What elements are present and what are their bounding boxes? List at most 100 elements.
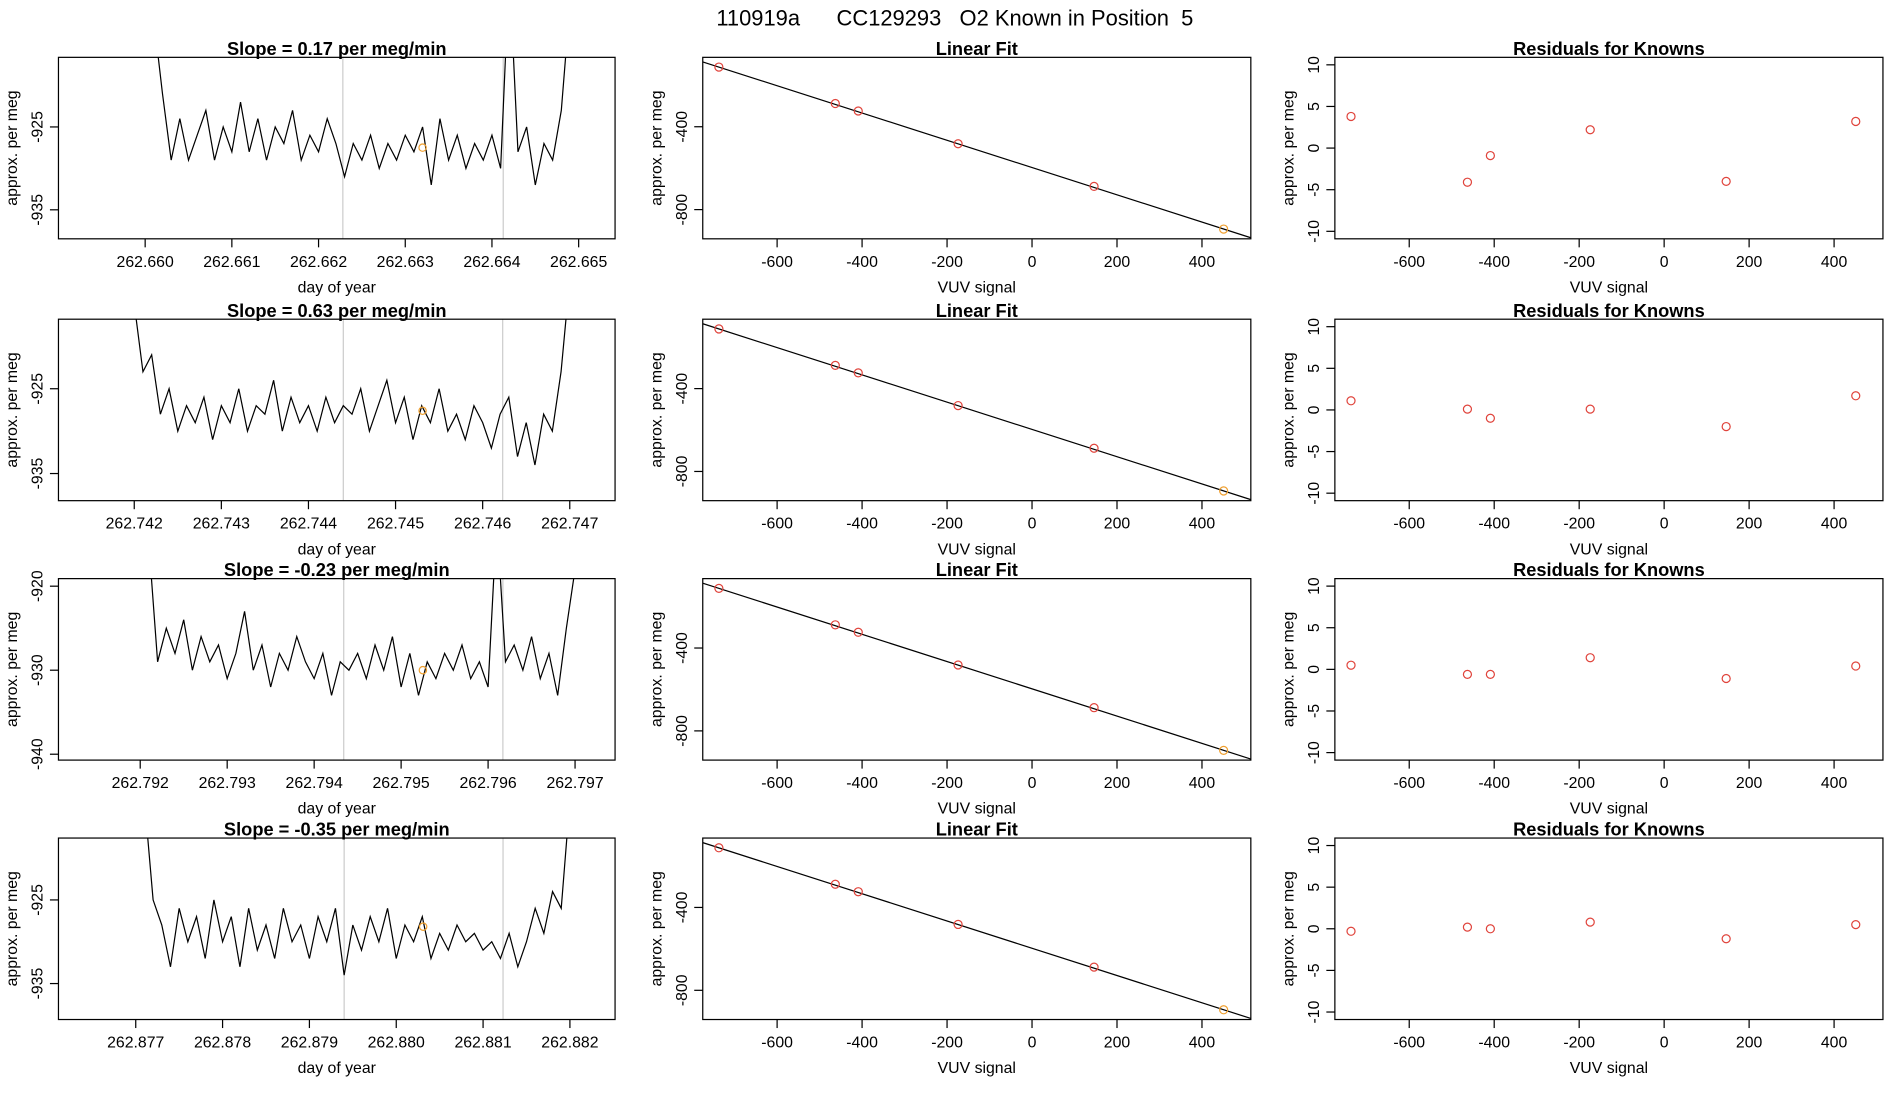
plot-frame — [702, 578, 1252, 761]
data-point — [1851, 919, 1861, 930]
y-tick-label: -800 — [674, 715, 691, 747]
x-axis-label: VUV signal — [938, 541, 1016, 558]
y-tick-label: -925 — [30, 111, 47, 143]
y-tick-label: 5 — [1306, 623, 1323, 632]
x-axis-label: day of year — [298, 279, 377, 296]
x-tick-label: 262.879 — [281, 1035, 338, 1052]
data-point — [1585, 125, 1595, 135]
plot-area — [150, 578, 575, 761]
x-tick-label: 262.745 — [367, 516, 424, 533]
x-axis-label: day of year — [298, 541, 377, 558]
panel-title: Linear Fit — [936, 300, 1018, 321]
x-tick-label: -200 — [1563, 516, 1595, 533]
x-tick-label: 262.877 — [107, 1035, 164, 1052]
x-axis-label: VUV signal — [1570, 801, 1648, 818]
data-point — [1462, 404, 1473, 414]
y-tick-label: 0 — [1306, 924, 1323, 933]
x-tick-label: 262.882 — [541, 1035, 598, 1052]
x-tick-label: 262.796 — [459, 775, 516, 792]
data-point — [830, 879, 840, 889]
data-point — [1219, 224, 1229, 234]
data-point — [853, 368, 863, 378]
data-point — [1219, 745, 1229, 755]
data-point — [1346, 926, 1356, 936]
y-tick-label: -935 — [30, 194, 47, 226]
data-point — [853, 887, 863, 897]
plot-frame — [57, 837, 616, 1021]
x-tick-label: 262.746 — [454, 516, 511, 533]
x-tick-label: 262.881 — [454, 1035, 511, 1052]
y-axis-label: approx. per meg — [4, 90, 21, 205]
x-tick-label: 262.792 — [112, 775, 169, 792]
data-point — [830, 620, 840, 630]
x-tick-label: -400 — [846, 1035, 878, 1052]
plot-area — [702, 323, 1251, 501]
data-point — [714, 324, 724, 334]
data-point — [1462, 669, 1473, 679]
y-axis-label: approx. per meg — [648, 352, 665, 467]
x-axis-label: VUV signal — [1570, 1060, 1648, 1077]
data-point — [1346, 111, 1356, 122]
y-tick-label: -10 — [1306, 741, 1323, 764]
x-tick-label: 0 — [1660, 516, 1669, 533]
x-tick-label: 262.747 — [541, 516, 598, 533]
data-point — [1721, 934, 1731, 944]
highlight-point — [418, 406, 427, 416]
x-tick-label: 262.662 — [290, 254, 347, 271]
x-tick-label: -400 — [846, 775, 878, 792]
x-tick-label: 400 — [1189, 775, 1216, 792]
plot-area — [157, 57, 567, 239]
x-tick-label: 0 — [1028, 1035, 1037, 1052]
x-tick-label: -400 — [1478, 254, 1510, 271]
y-tick-label: -935 — [30, 968, 47, 1000]
panel-title: Slope = -0.23 per meg/min — [224, 559, 450, 580]
data-point — [714, 843, 724, 853]
y-tick-label: -10 — [1306, 220, 1323, 243]
plot-frame — [57, 318, 616, 502]
data-point — [1721, 421, 1731, 432]
highlight-point — [418, 922, 428, 931]
data-point — [1485, 413, 1496, 423]
data-point — [1851, 391, 1861, 401]
plot-frame — [1334, 837, 1884, 1021]
y-tick-label: -930 — [30, 654, 47, 686]
data-point — [953, 139, 963, 149]
data-point — [953, 919, 963, 930]
x-tick-label: 262.793 — [199, 775, 256, 792]
highlight-point — [418, 665, 428, 675]
data-point — [1462, 922, 1473, 932]
x-tick-label: 400 — [1189, 1035, 1216, 1052]
plot-area — [702, 582, 1251, 760]
y-tick-label: 10 — [1306, 318, 1323, 336]
y-axis-label: approx. per meg — [648, 871, 665, 986]
x-axis-label: day of year — [298, 1060, 377, 1077]
y-tick-label: 10 — [1306, 56, 1323, 74]
panel-title: Residuals for Knowns — [1513, 819, 1705, 840]
data-point — [714, 62, 724, 72]
x-tick-label: 262.794 — [286, 775, 343, 792]
x-tick-label: 262.742 — [106, 516, 163, 533]
y-tick-label: -5 — [1306, 182, 1323, 196]
data-point — [1851, 661, 1861, 671]
data-point — [1721, 673, 1731, 684]
plot-frame — [702, 56, 1252, 240]
x-tick-label: -200 — [1563, 254, 1595, 271]
x-axis-label: VUV signal — [938, 279, 1016, 296]
data-point — [1346, 396, 1356, 406]
x-tick-label: 400 — [1189, 254, 1216, 271]
x-tick-label: 0 — [1660, 1035, 1669, 1052]
data-point — [1219, 486, 1229, 496]
plot-area — [702, 61, 1251, 239]
fit-line — [702, 323, 1251, 501]
y-axis-label: approx. per meg — [648, 612, 665, 727]
x-tick-label: 400 — [1821, 775, 1848, 792]
x-tick-label: 0 — [1028, 775, 1037, 792]
data-point — [1851, 116, 1861, 127]
fit-line — [702, 61, 1251, 239]
panel-title: Linear Fit — [936, 819, 1018, 840]
y-tick-label: -5 — [1306, 444, 1323, 458]
x-tick-label: 400 — [1821, 516, 1848, 533]
x-tick-label: 0 — [1660, 775, 1669, 792]
y-tick-label: -400 — [674, 111, 691, 143]
y-tick-label: 10 — [1306, 837, 1323, 855]
